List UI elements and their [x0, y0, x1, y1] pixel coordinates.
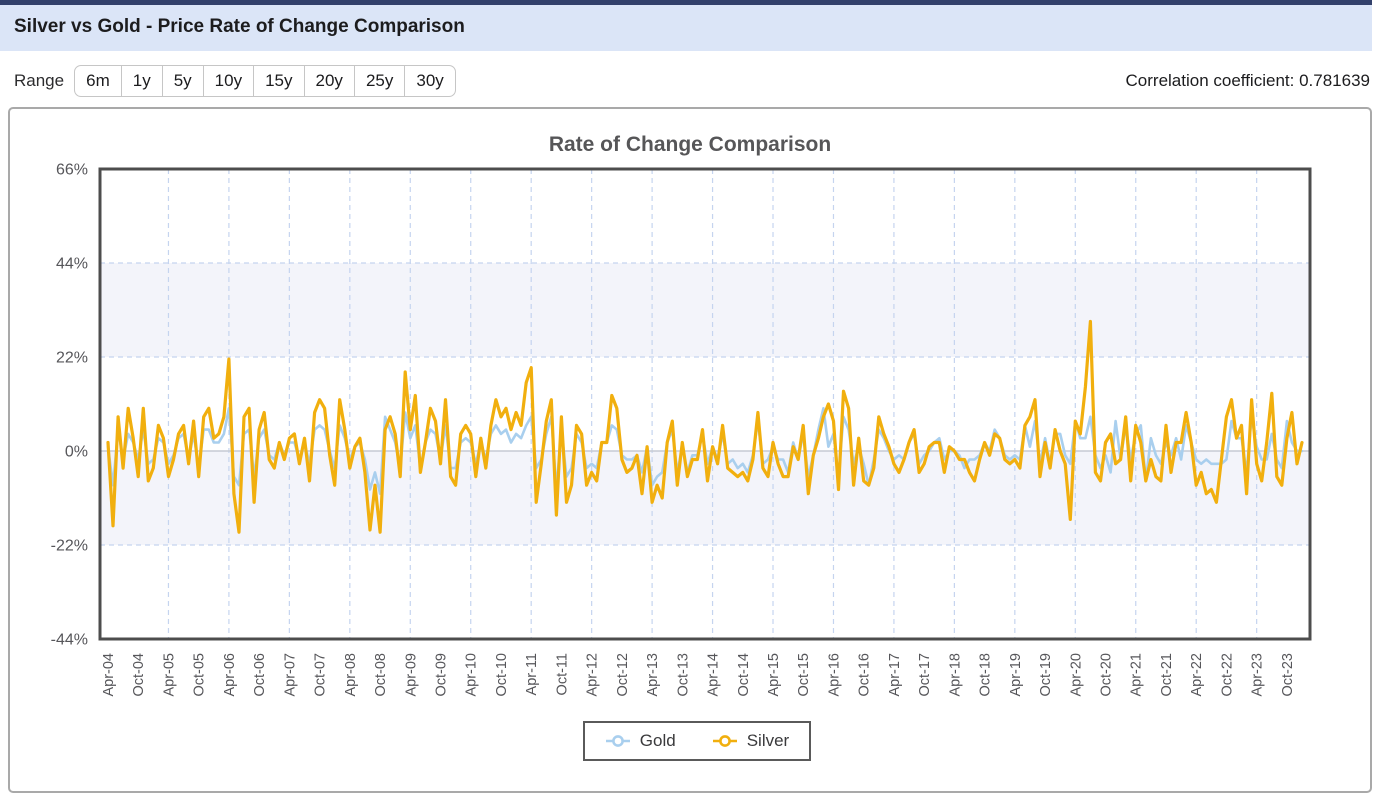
y-axis-label: -44% [51, 632, 88, 649]
x-axis-label: Apr-17 [887, 653, 903, 697]
range-button-30y[interactable]: 30y [404, 65, 456, 97]
chart-panel: Rate of Change Comparison 66% 44% 22% 0% -22… [8, 107, 1372, 793]
legend-item-silver[interactable]: Silver [712, 731, 790, 751]
legend-wrap: Gold Silver [17, 721, 1377, 761]
shaded-band [100, 263, 1310, 357]
range-button-5y[interactable]: 5y [161, 65, 204, 97]
range-label: Range [14, 71, 65, 90]
x-axis-label: Apr-04 [101, 653, 117, 697]
x-axis-label: Apr-13 [645, 653, 661, 697]
plot-border [98, 167, 1312, 641]
x-axis-label: Oct-20 [1099, 653, 1115, 697]
x-axis-label: Oct-17 [917, 653, 933, 697]
x-axis-label: Apr-23 [1250, 653, 1266, 697]
page-title: Silver vs Gold - Price Rate of Change Co… [0, 5, 1372, 51]
x-axis-label: Oct-13 [675, 653, 691, 697]
range-button-1y[interactable]: 1y [120, 65, 163, 97]
x-axis-label: Apr-06 [222, 653, 238, 697]
legend-item-gold[interactable]: Gold [605, 731, 676, 751]
x-axis-label: Apr-18 [947, 653, 963, 697]
x-axis-label: Oct-23 [1280, 653, 1296, 697]
legend-label: Silver [746, 731, 790, 750]
x-axis-label: Apr-19 [1008, 653, 1024, 697]
x-axis-label: Oct-07 [313, 653, 329, 697]
x-axis-label: Apr-16 [826, 653, 842, 697]
range-selector: 6m 1y 5y 10y 15y 20y 25y 30y [74, 65, 456, 97]
x-axis-label: Oct-22 [1219, 653, 1235, 697]
range-button-25y[interactable]: 25y [353, 65, 406, 97]
x-axis-label: Apr-11 [524, 653, 540, 695]
range-button-20y[interactable]: 20y [303, 65, 355, 97]
y-axis-label: 0% [65, 444, 88, 461]
x-axis-label: Oct-12 [615, 653, 631, 697]
x-axis-label: Oct-08 [373, 653, 389, 697]
x-axis-label: Apr-05 [161, 653, 177, 697]
correlation-text: Correlation coefficient: 0.781639 [1126, 71, 1370, 91]
x-axis-label: Apr-14 [706, 653, 722, 697]
x-axis-label: Oct-10 [494, 653, 510, 697]
plot-area [100, 169, 1310, 639]
x-axis-label: Oct-11 [554, 653, 570, 695]
x-axis-label: Oct-05 [192, 653, 208, 697]
rate-of-change-chart: 66% 44% 22% 0% -22% -44% Apr-04 Oct-04 Apr-05 Oct… [51, 162, 1312, 697]
x-axis-label: Apr-08 [343, 653, 359, 697]
top-accent-bar [0, 0, 1372, 5]
x-axis-label: Oct-19 [1038, 653, 1054, 697]
legend-marker-silver-icon [712, 735, 737, 747]
x-axis-label: Oct-04 [131, 653, 147, 697]
x-axis-label: Apr-20 [1068, 653, 1084, 697]
y-axis-label: 66% [56, 162, 88, 179]
series-line-silver [106, 319, 1304, 534]
chart-title: Rate of Change Comparison [548, 133, 832, 156]
x-axis-label: Apr-22 [1189, 653, 1205, 697]
x-axis-label: Apr-21 [1129, 653, 1145, 697]
range-button-6m[interactable]: 6m [74, 65, 122, 97]
legend-marker-gold-icon [605, 735, 630, 747]
y-axis-label: 22% [56, 350, 88, 367]
correlation-value: 0.781639 [1299, 71, 1370, 90]
y-axis-label: -22% [51, 538, 88, 555]
controls-row: Range 6m 1y 5y 10y 15y 20y 25y 30y Correlation … [14, 65, 1370, 97]
x-axis-label: Oct-18 [978, 653, 994, 697]
x-axis-label: Oct-21 [1159, 653, 1175, 697]
x-axis-label: Apr-12 [585, 653, 601, 697]
x-axis-label: Oct-15 [796, 653, 812, 697]
legend-label: Gold [639, 731, 676, 750]
x-axis-label: Apr-07 [282, 653, 298, 697]
x-axis-label: Oct-14 [736, 653, 752, 697]
y-axis-label: 44% [56, 256, 88, 273]
x-axis-label: Apr-15 [766, 653, 782, 697]
range-button-10y[interactable]: 10y [202, 65, 255, 97]
correlation-label: Correlation coefficient: [1125, 71, 1295, 90]
range-button-15y[interactable]: 15y [253, 65, 305, 97]
x-axis-label: Oct-16 [857, 653, 873, 697]
chart-legend: Gold Silver [582, 721, 812, 761]
x-axis-label: Apr-10 [464, 653, 480, 697]
x-axis-label: Oct-06 [252, 653, 268, 697]
x-axis-label: Apr-09 [403, 653, 419, 697]
x-axis-label: Oct-09 [434, 653, 450, 697]
